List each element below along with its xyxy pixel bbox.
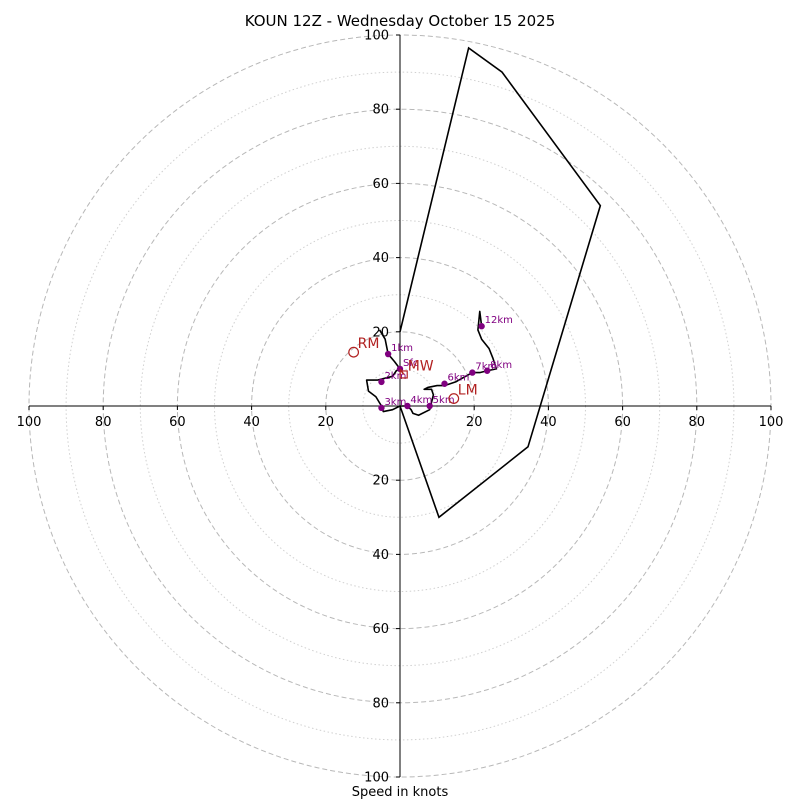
y-tick-label: 100: [364, 771, 389, 786]
y-tick-label: 60: [372, 177, 389, 192]
x-tick-label: 60: [614, 415, 631, 430]
y-tick-label: 40: [372, 251, 389, 266]
height-point: [469, 369, 476, 376]
height-point-label: 2km: [384, 371, 406, 382]
height-point-label: 4km: [410, 395, 432, 406]
y-tick-label: 40: [372, 548, 389, 563]
height-point-label: 12km: [485, 315, 513, 326]
height-point-label: 7km: [475, 362, 497, 373]
height-point-label: 8km: [490, 360, 512, 371]
x-tick-label: 100: [17, 415, 42, 430]
x-tick-label: 80: [689, 415, 706, 430]
hodograph-trace-layer: [365, 310, 498, 417]
storm-motion-label: MW: [408, 358, 434, 374]
hodograph-trace: [365, 310, 498, 417]
height-point: [404, 402, 411, 410]
shear-vector: [399, 368, 405, 375]
height-point-label: 5km: [433, 395, 455, 406]
height-point-label: 3km: [384, 397, 406, 408]
storm-motion-label: LM: [458, 383, 478, 399]
chart-title: KOUN 12Z - Wednesday October 15 2025: [245, 12, 556, 30]
effective-shear-polygon-layer: [399, 46, 602, 519]
x-tick-label: 20: [466, 415, 483, 430]
storm-motion-marker: [448, 393, 460, 404]
x-tick-label: 40: [243, 415, 260, 430]
x-tick-label: 40: [540, 415, 557, 430]
height-point: [478, 323, 485, 330]
storm-motion-layer: RM LM MW: [348, 336, 478, 404]
height-point: [441, 380, 448, 387]
height-point-label: 1km: [391, 343, 413, 354]
height-point-label: 6km: [448, 373, 470, 384]
x-tick-label: 100: [759, 415, 784, 430]
height-point: [378, 378, 385, 386]
y-tick-label: 20: [372, 474, 389, 489]
storm-motion-label: RM: [358, 336, 380, 352]
x-tick-label: 20: [318, 415, 335, 430]
storm-motion-marker: [399, 370, 408, 379]
tick-labels: 100 80 60 40 20 20 40 60 80 100100806040202040608…: [17, 29, 784, 786]
storm-motion-marker: [348, 346, 360, 358]
y-tick-label: 80: [372, 103, 389, 118]
x-tick-label: 60: [169, 415, 186, 430]
height-point-label: Sfc: [403, 358, 418, 369]
height-point: [483, 367, 491, 374]
height-point: [384, 350, 392, 358]
height-point: [378, 404, 385, 412]
y-tick-label: 80: [372, 696, 389, 711]
y-tick-label: 100: [364, 29, 389, 44]
effective-shear-polygon: [399, 46, 602, 519]
x-axis-label: Speed in knots: [352, 785, 449, 800]
x-tick-label: 80: [95, 415, 112, 430]
height-point: [426, 402, 433, 410]
y-tick-label: 60: [372, 622, 389, 637]
